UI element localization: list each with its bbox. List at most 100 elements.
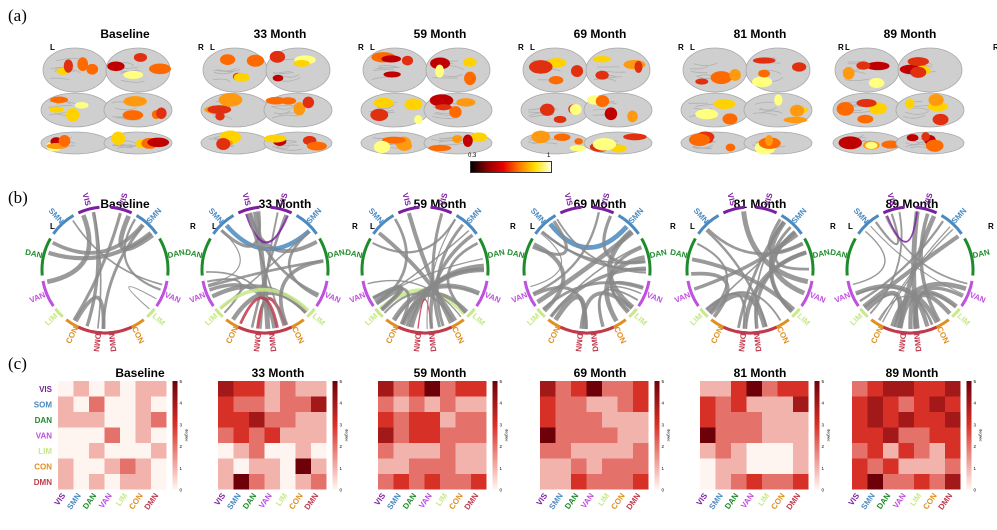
matrix-cell	[555, 427, 571, 443]
brain-set-0	[40, 47, 173, 155]
sulcus-line	[56, 101, 76, 105]
chord-link	[239, 296, 279, 328]
brain-view	[362, 47, 428, 93]
chord-link	[867, 293, 900, 328]
matrix-row-label: VIS	[39, 385, 53, 394]
matrix-cell	[715, 381, 731, 397]
matrix-cell	[715, 427, 731, 443]
chord-link	[862, 234, 960, 309]
colorbar-label: degree	[667, 429, 672, 442]
chord-network-label: SMN	[305, 206, 324, 225]
activation-patch	[397, 140, 412, 151]
chord-link	[886, 211, 918, 243]
matrix-cell	[700, 443, 716, 459]
matrix-cell	[700, 474, 716, 490]
matrix-cell	[104, 412, 120, 428]
sulcus-line	[372, 69, 394, 71]
colorbar-tick: 0	[340, 488, 343, 493]
activation-patch	[58, 135, 71, 147]
matrix-cell	[58, 396, 74, 412]
matrix-cell	[264, 458, 280, 474]
matrix-col-label: DAN	[875, 491, 892, 511]
network-arc	[41, 280, 55, 307]
matrix-cell	[120, 412, 136, 428]
sulcus-line	[50, 77, 70, 81]
sulcus-line	[213, 69, 234, 72]
degree-colorbar	[966, 381, 972, 490]
matrix-cell	[218, 458, 234, 474]
timepoint-title-a: 59 Month	[413, 27, 467, 41]
activation-patch	[531, 130, 551, 144]
chord-network-label: DAN	[649, 248, 668, 261]
activation-patch	[570, 65, 584, 78]
chord-link	[47, 231, 153, 261]
chord-network-label: VIS	[562, 192, 574, 207]
hemisphere-label-a: L	[530, 43, 535, 52]
colorbar-tick: 0	[974, 488, 977, 493]
network-arc	[882, 205, 905, 215]
matrix-cell	[58, 427, 74, 443]
matrix-cell	[455, 427, 471, 443]
matrix-cell	[617, 458, 633, 474]
matrix-cell	[120, 427, 136, 443]
matrix-cell	[378, 396, 394, 412]
matrix-cell	[409, 381, 425, 397]
network-arc	[699, 307, 709, 318]
chord-network-label: DAN	[327, 248, 346, 261]
matrix-col-label: VAN	[739, 491, 756, 510]
sulcus-line	[432, 116, 458, 119]
matrix-cell	[867, 381, 883, 397]
colorbar-tick: 0	[822, 488, 825, 493]
matrix-cell	[424, 474, 440, 490]
matrix-cell	[249, 396, 265, 412]
activation-patch	[401, 55, 414, 66]
chord-network-label: DAN	[487, 248, 506, 261]
matrix-cell	[700, 412, 716, 428]
hemisphere-label-b: L	[530, 222, 535, 231]
matrix-cell	[540, 427, 556, 443]
sulcus-line	[118, 116, 142, 121]
matrix-cell	[867, 396, 883, 412]
matrix-cell	[218, 412, 234, 428]
activation-patch	[74, 101, 89, 109]
matrix-cell	[914, 443, 930, 459]
matrix-cell	[455, 412, 471, 428]
chord-network-label: VAN	[188, 290, 207, 305]
matrix-cell	[945, 381, 961, 397]
activation-patch	[604, 107, 618, 121]
colorbar-tick: 1	[340, 466, 343, 471]
matrix-cell	[777, 427, 793, 443]
matrix-cell	[617, 412, 633, 428]
activation-patch	[430, 57, 451, 70]
matrix-cell	[898, 396, 914, 412]
matrix-col-label: SMN	[385, 491, 403, 511]
activation-patch	[293, 102, 306, 116]
matrix-cell	[898, 412, 914, 428]
matrix-cell	[393, 427, 409, 443]
matrix-cell	[378, 412, 394, 428]
colorbar-tick: 3	[662, 422, 665, 427]
matrix-cell	[914, 396, 930, 412]
chord-link	[374, 258, 484, 301]
matrix-cell	[73, 474, 89, 490]
matrix-cell	[280, 458, 296, 474]
matrix-cell	[233, 412, 249, 428]
activation-patch	[857, 114, 874, 124]
chord-network-label: DAN	[344, 248, 363, 261]
chord-network-label: VIS	[437, 191, 449, 206]
matrix-cell	[571, 412, 587, 428]
network-arc	[803, 237, 815, 276]
chord-link	[855, 284, 939, 324]
matrix-cell	[914, 427, 930, 443]
chord-link	[287, 230, 319, 298]
matrix-cell	[945, 396, 961, 412]
activation-patch	[595, 95, 610, 108]
hemisphere-label-b: R	[510, 222, 516, 231]
colorbar-tick: 3	[500, 422, 503, 427]
matrix-cell	[731, 396, 747, 412]
sulcus-line	[48, 104, 73, 108]
activation-patch	[907, 57, 929, 66]
activation-patch	[838, 136, 862, 150]
